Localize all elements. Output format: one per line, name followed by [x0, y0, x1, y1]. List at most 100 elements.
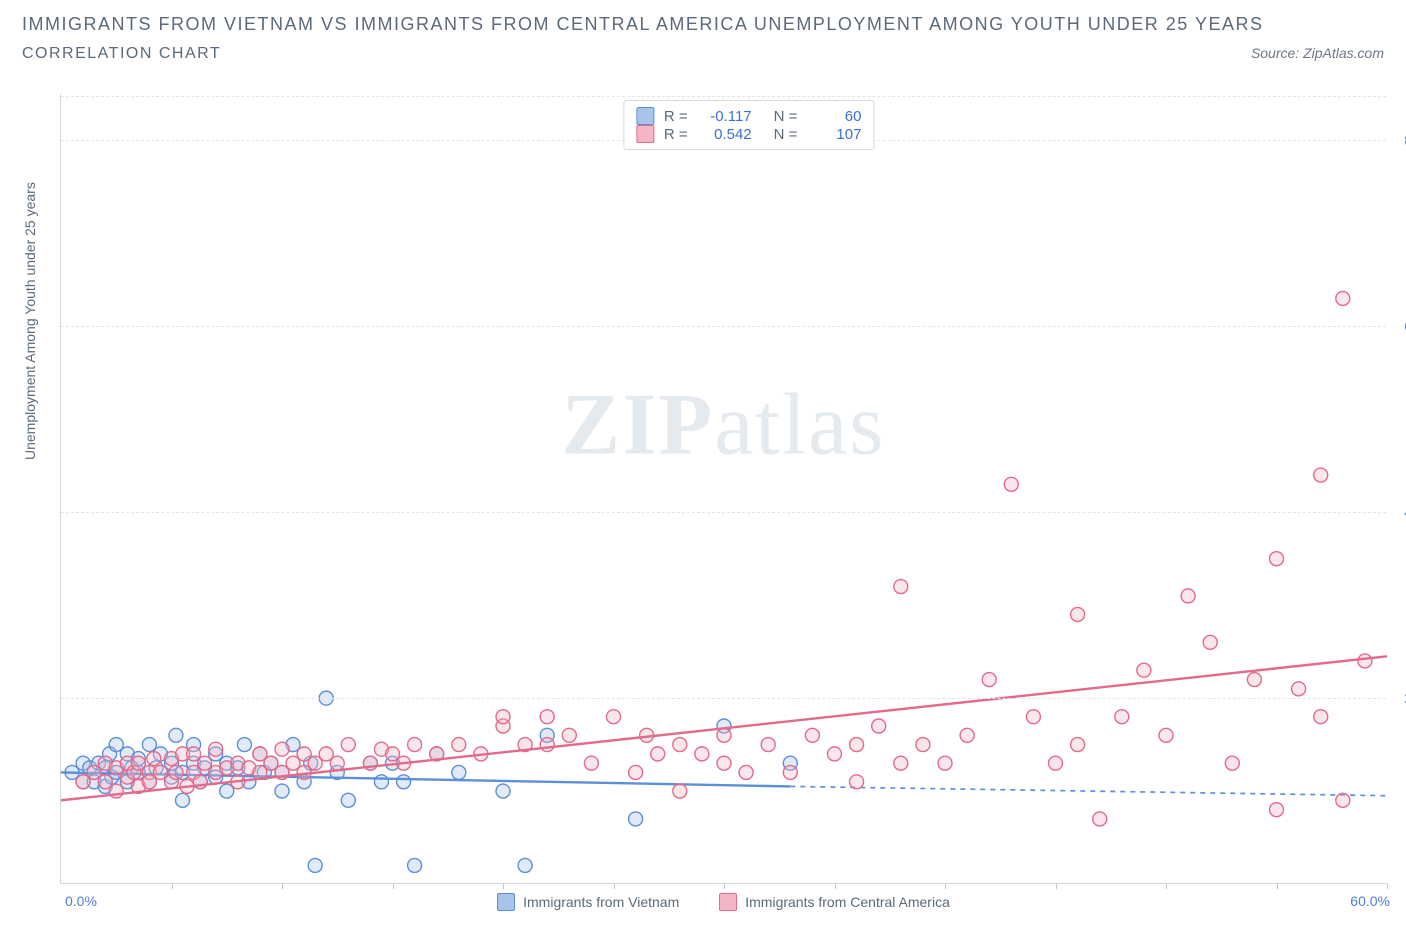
data-point-centralamerica: [584, 756, 598, 770]
source-text: Source: ZipAtlas.com: [1251, 45, 1384, 61]
x-tick-mark: [945, 883, 946, 889]
data-point-centralamerica: [629, 765, 643, 779]
data-point-centralamerica: [1314, 710, 1328, 724]
data-point-centralamerica: [872, 719, 886, 733]
data-point-centralamerica: [562, 728, 576, 742]
y-axis-label: Unemployment Among Youth under 25 years: [22, 182, 38, 460]
data-point-centralamerica: [408, 738, 422, 752]
legend-swatch: [719, 893, 737, 911]
data-point-centralamerica: [1071, 607, 1085, 621]
data-point-centralamerica: [1049, 756, 1063, 770]
legend-item: Immigrants from Central America: [719, 893, 950, 911]
data-point-centralamerica: [540, 710, 554, 724]
x-tick-mark: [1056, 883, 1057, 889]
data-point-vietnam: [518, 858, 532, 872]
data-point-centralamerica: [1247, 673, 1261, 687]
data-point-centralamerica: [1093, 812, 1107, 826]
x-tick-mark: [172, 883, 173, 889]
legend-R-value: 0.542: [698, 126, 752, 143]
legend-stat-row-vietnam: R =-0.117N =60: [636, 107, 862, 125]
data-point-centralamerica: [1336, 793, 1350, 807]
data-point-centralamerica: [850, 775, 864, 789]
data-point-centralamerica: [496, 710, 510, 724]
data-point-vietnam: [374, 775, 388, 789]
legend-swatch: [636, 125, 654, 143]
gridline: [61, 512, 1386, 513]
data-point-vietnam: [452, 765, 466, 779]
data-point-vietnam: [237, 738, 251, 752]
legend-R-value: -0.117: [698, 108, 752, 125]
y-tick-label: 60.0%: [1392, 318, 1406, 334]
y-tick-label: 20.0%: [1392, 690, 1406, 706]
data-point-centralamerica: [717, 728, 731, 742]
data-point-centralamerica: [1203, 635, 1217, 649]
y-tick-label: 80.0%: [1392, 132, 1406, 148]
data-point-centralamerica: [1358, 654, 1372, 668]
data-point-centralamerica: [1270, 803, 1284, 817]
data-point-vietnam: [176, 793, 190, 807]
data-point-centralamerica: [828, 747, 842, 761]
legend-stats: R =-0.117N =60R =0.542N =107: [623, 100, 875, 150]
y-tick-label: 40.0%: [1392, 504, 1406, 520]
data-point-vietnam: [341, 793, 355, 807]
x-tick-mark: [393, 883, 394, 889]
legend-swatch: [497, 893, 515, 911]
x-tick-mark: [724, 883, 725, 889]
data-point-centralamerica: [783, 765, 797, 779]
data-point-centralamerica: [916, 738, 930, 752]
data-point-vietnam: [275, 784, 289, 798]
data-point-centralamerica: [341, 738, 355, 752]
data-point-centralamerica: [1314, 468, 1328, 482]
legend-label: Immigrants from Central America: [745, 894, 950, 910]
legend-label: Immigrants from Vietnam: [523, 894, 679, 910]
data-point-centralamerica: [894, 580, 908, 594]
chart-subtitle: CORRELATION CHART: [22, 45, 221, 63]
data-point-centralamerica: [275, 742, 289, 756]
data-point-centralamerica: [1181, 589, 1195, 603]
legend-N-label: N =: [774, 108, 798, 125]
data-point-centralamerica: [651, 747, 665, 761]
legend-item: Immigrants from Vietnam: [497, 893, 679, 911]
data-point-centralamerica: [169, 765, 183, 779]
trend-line-ext-vietnam: [790, 786, 1387, 795]
gridline: [61, 96, 1386, 97]
data-point-centralamerica: [607, 710, 621, 724]
data-point-centralamerica: [739, 765, 753, 779]
legend-R-label: R =: [664, 126, 688, 143]
data-point-centralamerica: [1225, 756, 1239, 770]
data-point-centralamerica: [1115, 710, 1129, 724]
trend-line-centralamerica: [61, 656, 1387, 800]
data-point-vietnam: [629, 812, 643, 826]
data-point-vietnam: [496, 784, 510, 798]
data-point-vietnam: [408, 858, 422, 872]
data-point-vietnam: [397, 775, 411, 789]
data-point-centralamerica: [894, 756, 908, 770]
subtitle-row: CORRELATION CHART Source: ZipAtlas.com: [0, 39, 1406, 63]
data-point-centralamerica: [1270, 552, 1284, 566]
data-point-centralamerica: [761, 738, 775, 752]
data-point-centralamerica: [209, 742, 223, 756]
legend-bottom: Immigrants from Vietnam Immigrants from C…: [61, 893, 1386, 911]
x-tick-mark: [1277, 883, 1278, 889]
data-point-centralamerica: [805, 728, 819, 742]
data-point-centralamerica: [1292, 682, 1306, 696]
data-point-centralamerica: [673, 784, 687, 798]
data-point-centralamerica: [1159, 728, 1173, 742]
data-point-centralamerica: [717, 756, 731, 770]
x-tick-mark: [835, 883, 836, 889]
legend-N-label: N =: [774, 126, 798, 143]
data-point-centralamerica: [1336, 291, 1350, 305]
data-point-centralamerica: [1137, 663, 1151, 677]
legend-stat-row-centralamerica: R =0.542N =107: [636, 125, 862, 143]
x-tick-mark: [503, 883, 504, 889]
legend-R-label: R =: [664, 108, 688, 125]
data-point-centralamerica: [330, 756, 344, 770]
x-tick-mark: [282, 883, 283, 889]
data-point-centralamerica: [452, 738, 466, 752]
data-point-vietnam: [308, 858, 322, 872]
chart-title: IMMIGRANTS FROM VIETNAM VS IMMIGRANTS FR…: [0, 0, 1406, 39]
x-tick-mark: [614, 883, 615, 889]
chart-area: ZIPatlas R =-0.117N =60R =0.542N =107 0.…: [60, 94, 1386, 884]
legend-swatch: [636, 107, 654, 125]
x-tick-mark: [1166, 883, 1167, 889]
